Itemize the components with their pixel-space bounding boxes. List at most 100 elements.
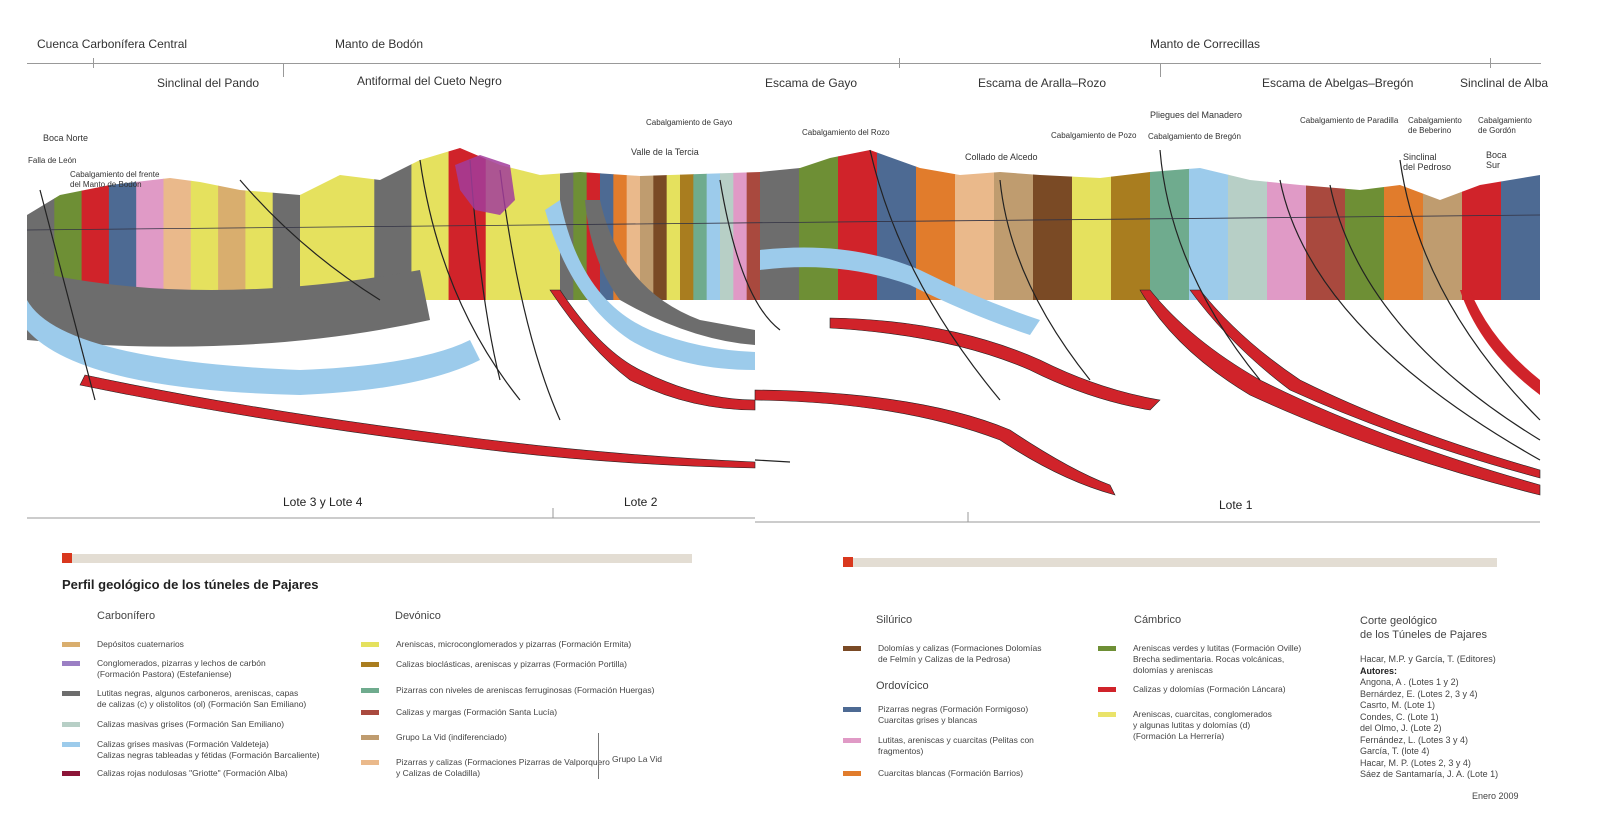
credits-title: Corte geológico de los Túneles de Pajare…: [1360, 615, 1487, 641]
credits-authors-label: Autores:: [1360, 666, 1398, 676]
rock-unit-stripe: [799, 148, 839, 300]
rock-unit-stripe: [746, 148, 761, 300]
red-thrust-band-rozo: [829, 317, 1161, 411]
structure-escama-abelgas-bregon: Escama de Abelgas–Bregón: [1262, 76, 1414, 90]
group-bracket: [598, 733, 599, 779]
rock-unit-stripe: [693, 148, 708, 300]
unit-manto-correcillas: Manto de Correcillas: [1150, 37, 1261, 51]
credits-editors: Hacar, M.P. y García, T. (Editores): [1360, 654, 1496, 664]
legend-item: Calizas y margas (Formación Santa Lucía): [396, 707, 558, 717]
period-ordovicico: Ordovícico: [876, 680, 929, 692]
legend-item: Calizas rojas nodulosas "Griotte" (Forma…: [97, 768, 288, 778]
legend-swatch: [62, 642, 80, 647]
rock-unit-stripe: [1306, 148, 1346, 300]
red-thrust-band-lote3: [79, 374, 756, 469]
legend-swatch: [62, 661, 80, 666]
rock-unit-stripe: [1228, 148, 1268, 300]
rock-unit-stripe: [136, 148, 164, 300]
structure-escama-aralla-rozo: Escama de Aralla–Rozo: [978, 76, 1107, 90]
legend-swatch: [361, 642, 379, 647]
label-cab-bodon: Cabalgamiento del frente del Manto de Bo…: [70, 170, 160, 189]
label-lote-3-4: Lote 3 y Lote 4: [283, 495, 363, 509]
legend-item: Pizarras con niveles de areniscas ferrug…: [396, 685, 655, 695]
label-valle-tercia: Valle de la Tercia: [631, 147, 699, 157]
divider-tick: [93, 58, 94, 68]
label-cab-pozo: Cabalgamiento de Pozo: [1051, 131, 1137, 140]
geological-cross-section: [26, 148, 1541, 523]
legend-swatch: [361, 735, 379, 740]
unit-cuenca-carbonifera: Cuenca Carbonífera Central: [37, 37, 188, 51]
label-pliegues-manadero: Pliegues del Manadero: [1150, 110, 1243, 120]
legend-bar: [72, 554, 692, 563]
rock-unit-stripe: [163, 148, 192, 300]
label-cab-paradilla: Cabalgamiento de Paradilla: [1300, 116, 1399, 125]
legend-item: Lutitas negras, algunos carboneros, aren…: [97, 688, 307, 709]
rock-unit-stripe: [994, 148, 1034, 300]
unit-gray-lote2: [585, 200, 755, 345]
legend-title: Perfil geológico de los túneles de Pajar…: [62, 577, 319, 592]
legend-swatch: [843, 771, 861, 776]
unit-purple-cueto-negro: [455, 155, 515, 215]
credits-author: Condes, C. (Lote 1): [1360, 711, 1439, 722]
legend-swatch: [62, 722, 80, 727]
legend-item: Calizas masivas grises (Formación San Em…: [97, 719, 285, 729]
rock-unit-stripe: [666, 148, 681, 300]
label-cab-beberino: Cabalgamiento de Beberino: [1408, 116, 1462, 135]
rock-unit-stripe: [955, 148, 995, 300]
period-devonico: Devónico: [395, 610, 441, 622]
label-collado-alcedo: Collado de Alcedo: [965, 152, 1038, 162]
divider-tick: [1160, 63, 1161, 77]
structure-sinclinal-alba: Sinclinal de Alba: [1460, 76, 1549, 90]
red-thrust-band-bregon: [1189, 289, 1541, 479]
legend-swatch: [62, 771, 80, 776]
legend-swatch: [361, 688, 379, 693]
red-thrust-band-gayo: [754, 389, 1116, 496]
credits-author: Hacar, M. P. (Lotes 2, 3 y 4): [1360, 757, 1471, 768]
rock-unit-stripe: [1267, 148, 1307, 300]
legend-item: Areniscas verdes y lutitas (Formación Ov…: [1133, 643, 1302, 675]
rock-unit-stripe: [706, 148, 721, 300]
legend-item: Depósitos cuaternarios: [97, 639, 184, 649]
label-cab-bregon: Cabalgamiento de Bregón: [1148, 132, 1241, 141]
label-falla-leon: Falla de León: [28, 156, 77, 165]
accent-square: [62, 553, 72, 563]
legend-item: Conglomerados, pizarras y lechos de carb…: [97, 658, 266, 679]
label-boca-norte: Boca Norte: [43, 133, 89, 143]
divider-tick: [283, 63, 284, 77]
rock-unit-stripe: [108, 148, 137, 300]
red-thrust-band-lote1: [1139, 289, 1541, 496]
rock-unit-stripe: [1150, 148, 1190, 300]
rock-unit-stripe: [720, 148, 734, 300]
rock-unit-stripe: [838, 148, 878, 300]
credits-author: Fernández, L. (Lotes 3 y 4): [1360, 734, 1469, 745]
legend-item: Pizarras negras (Formación Formigoso) Cu…: [878, 704, 1029, 725]
label-sinclinal-pedroso: Sinclinal del Pedroso: [1403, 152, 1452, 172]
legend-swatch: [843, 707, 861, 712]
rock-unit-stripe: [1072, 148, 1112, 300]
red-thrust-band-lote2: [549, 289, 756, 411]
rock-unit-stripe: [190, 148, 219, 300]
period-carbonifero: Carbonífero: [97, 610, 156, 622]
red-band-alba: [1460, 290, 1540, 395]
legend-bar: [853, 558, 1497, 567]
group-la-vid-label: Grupo La Vid: [612, 754, 662, 764]
rock-unit-stripe: [1033, 148, 1073, 300]
legend-item: Areniscas, microconglomerados y pizarras…: [396, 639, 632, 649]
unit-light-blue-limestone: [27, 300, 480, 395]
rock-unit-stripe: [1501, 148, 1540, 300]
label-cab-gordon: Cabalgamiento de Gordón: [1478, 116, 1532, 135]
divider-tick: [899, 58, 900, 68]
structure-sinclinal-pando: Sinclinal del Pando: [157, 76, 260, 90]
period-cambrico: Cámbrico: [1134, 614, 1182, 626]
label-cab-gayo: Cabalgamiento de Gayo: [646, 118, 733, 127]
rock-unit-stripe: [1189, 148, 1229, 300]
legend-item: Areniscas, cuarcitas, conglomerados y al…: [1133, 709, 1272, 741]
credits-date: Enero 2009: [1472, 791, 1519, 801]
legend-item: Cuarcitas blancas (Formación Barrios): [878, 768, 1024, 778]
period-silurico: Silúrico: [876, 614, 913, 626]
legend-swatch: [843, 646, 861, 651]
label-boca-sur: Boca Sur: [1486, 150, 1507, 170]
rock-unit-stripe: [245, 148, 274, 300]
unit-manto-bodon: Manto de Bodón: [335, 37, 424, 51]
divider-tick: [1490, 58, 1491, 68]
